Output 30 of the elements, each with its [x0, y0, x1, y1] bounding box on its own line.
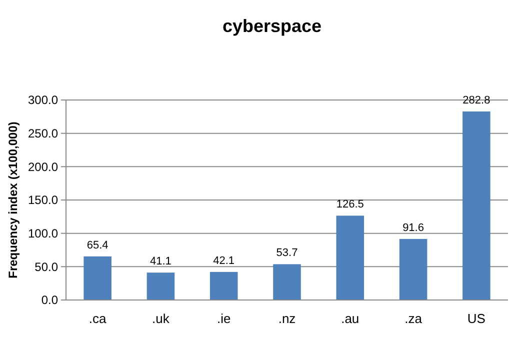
x-tick-label: .uk	[152, 311, 170, 326]
x-tick-label: .au	[341, 311, 360, 326]
data-label: 282.8	[462, 94, 490, 106]
bar	[399, 238, 428, 300]
y-tick-label: 50.0	[34, 260, 58, 274]
bar	[336, 216, 364, 300]
y-tick-label: 250.0	[28, 126, 58, 141]
x-tick-label: US	[467, 311, 486, 326]
bar	[146, 272, 175, 300]
data-label: 126.5	[336, 198, 364, 211]
bar	[462, 111, 490, 300]
x-tick-label: .ca	[88, 311, 108, 326]
data-label: 53.7	[276, 247, 298, 260]
y-tick-label: 0.0	[41, 293, 58, 308]
data-label: 65.4	[86, 239, 108, 252]
y-tick-label: 150.0	[28, 193, 58, 208]
bar	[210, 272, 238, 300]
chart-title: cyberspace	[222, 16, 322, 36]
data-label: 91.6	[402, 222, 424, 234]
bar	[273, 264, 301, 300]
bar	[84, 256, 112, 300]
y-axis-title: Frequency index (x100,000)	[6, 122, 20, 278]
y-tick-label: 200.0	[28, 160, 58, 174]
x-tick-label: .nz	[278, 311, 296, 326]
data-label: 42.1	[213, 254, 235, 267]
x-tick-label: .za	[404, 311, 423, 326]
data-label: 41.1	[150, 256, 172, 268]
y-tick-label: 300.0	[28, 93, 58, 108]
x-tick-label: .ie	[216, 311, 231, 326]
y-tick-label: 100.0	[28, 226, 58, 241]
